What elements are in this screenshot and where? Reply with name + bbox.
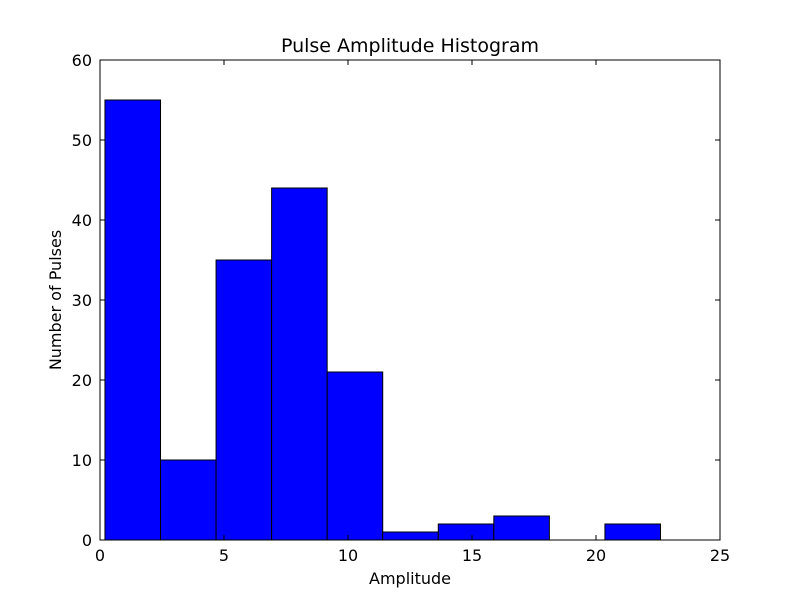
x-tick-label-3: 15 — [462, 546, 482, 565]
histogram-bar-2 — [215, 259, 273, 541]
histogram-bar-1 — [160, 459, 217, 541]
y-tick-label-4: 40 — [72, 211, 92, 230]
histogram-bar-9 — [604, 523, 661, 541]
histogram-bar-3 — [271, 187, 328, 541]
histogram-bar-0 — [104, 99, 162, 541]
y-tick-label-6: 60 — [72, 51, 92, 70]
histogram-bar-4 — [326, 371, 384, 541]
y-tick-label-5: 50 — [72, 131, 92, 150]
x-tick-label-5: 25 — [710, 546, 730, 565]
y-axis-ticks: 0 10 20 30 40 50 60 — [72, 51, 720, 550]
x-tick-label-2: 10 — [338, 546, 358, 565]
x-tick-label-4: 20 — [586, 546, 606, 565]
x-axis-ticks: 0 5 10 15 20 25 — [95, 60, 730, 565]
chart-title: Pulse Amplitude Histogram — [281, 35, 539, 57]
histogram-bar-7 — [493, 515, 550, 541]
x-axis-label: Amplitude — [369, 569, 451, 588]
histogram-bar-6 — [437, 523, 495, 541]
y-tick-label-0: 0 — [82, 531, 92, 550]
y-tick-label-2: 20 — [72, 371, 92, 390]
y-tick-label-1: 10 — [72, 451, 92, 470]
x-tick-label-0: 0 — [95, 546, 105, 565]
x-tick-label-1: 5 — [219, 546, 229, 565]
histogram-bar-5 — [382, 531, 439, 541]
y-axis-label: Number of Pulses — [46, 230, 65, 370]
histogram-bars — [104, 99, 661, 541]
y-tick-label-3: 30 — [72, 291, 92, 310]
